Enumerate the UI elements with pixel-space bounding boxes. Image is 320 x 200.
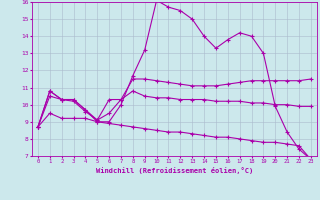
X-axis label: Windchill (Refroidissement éolien,°C): Windchill (Refroidissement éolien,°C) bbox=[96, 167, 253, 174]
